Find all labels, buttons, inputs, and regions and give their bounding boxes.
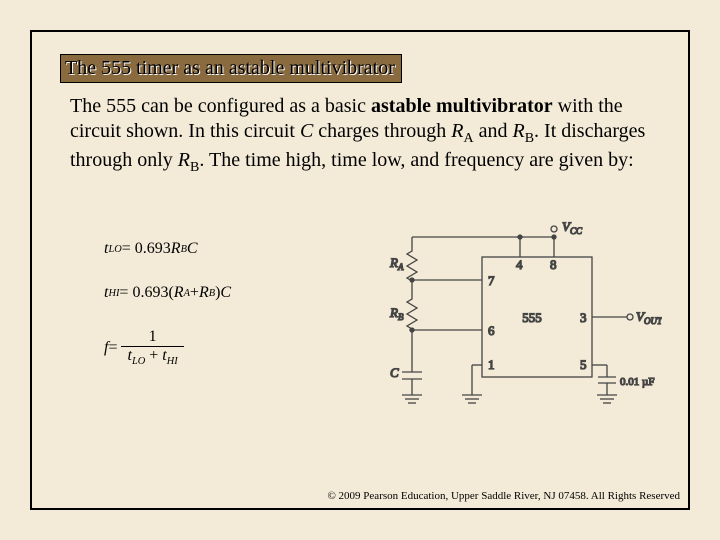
para-post2: charges through: [313, 120, 451, 142]
ra-label: RA: [389, 255, 404, 272]
eq-f-den: tLO + tHI: [121, 347, 183, 367]
slide-frame: The 555 timer as an astable multivibrato…: [30, 30, 690, 510]
eq-tLO: tLO = 0.693RBC: [104, 240, 304, 258]
eq-tLO-sub: LO: [108, 244, 121, 255]
pin-6: 6: [488, 323, 495, 338]
pin-7: 7: [488, 273, 495, 288]
para-post4: . The time high, time low, and frequency…: [199, 149, 633, 171]
pin-8: 8: [550, 257, 557, 272]
body-paragraph: The 555 can be configured as a basic ast…: [70, 94, 660, 176]
eq-tHI-ra: R: [174, 284, 184, 302]
eq-tHI-sub: HI: [108, 288, 119, 299]
para-and: and: [474, 120, 513, 142]
pin-1: 1: [488, 357, 495, 372]
eq-f: f = 1 tLO + tHI: [104, 328, 304, 367]
eq-f-fraction: 1 tLO + tHI: [121, 328, 183, 367]
para-RB-sub: B: [525, 131, 534, 146]
para-RB: R: [512, 120, 524, 142]
para-pre: The 555 can be configured as a basic: [70, 95, 371, 117]
eq-tHI-rb: R: [199, 284, 209, 302]
para-bold: astable multivibrator: [371, 95, 553, 117]
c-label: C: [390, 365, 399, 380]
pin-3: 3: [580, 310, 587, 325]
para-RB2-sub: B: [190, 160, 199, 175]
circuit-diagram: 555 7 6 1 8 4 3 5 VCC RA: [332, 217, 662, 447]
pin-5: 5: [580, 357, 587, 372]
para-RA: R: [451, 120, 463, 142]
eq-tHI-plus: +: [190, 284, 199, 302]
eq-tHI: tHI = 0.693(RA + RB)C: [104, 284, 304, 302]
eq-tHI-eq: = 0.693(: [119, 284, 173, 302]
para-RA-sub: A: [463, 131, 473, 146]
equations-block: tLO = 0.693RBC tHI = 0.693(RA + RB)C f =…: [104, 240, 304, 393]
eq-tLO-eq: = 0.693: [122, 240, 171, 258]
chip-label: 555: [522, 310, 542, 325]
copyright-text: © 2009 Pearson Education, Upper Saddle R…: [327, 490, 680, 502]
pin-4: 4: [516, 257, 523, 272]
eq-tLO-c: C: [187, 240, 198, 258]
cap-val-label: 0.01 µF: [620, 376, 654, 388]
eq-f-eq: =: [108, 339, 117, 357]
rb-label: RB: [389, 305, 404, 322]
para-RB2: R: [178, 149, 190, 171]
vout-label: VOUT: [636, 309, 662, 326]
vcc-label: VCC: [562, 219, 583, 236]
eq-tHI-c: C: [220, 284, 231, 302]
eq-f-num: 1: [143, 328, 163, 346]
title-bar: The 555 timer as an astable multivibrato…: [60, 54, 402, 83]
eq-tLO-r1: R: [171, 240, 181, 258]
title-text: The 555 timer as an astable multivibrato…: [65, 57, 395, 79]
para-C: C: [300, 120, 313, 142]
